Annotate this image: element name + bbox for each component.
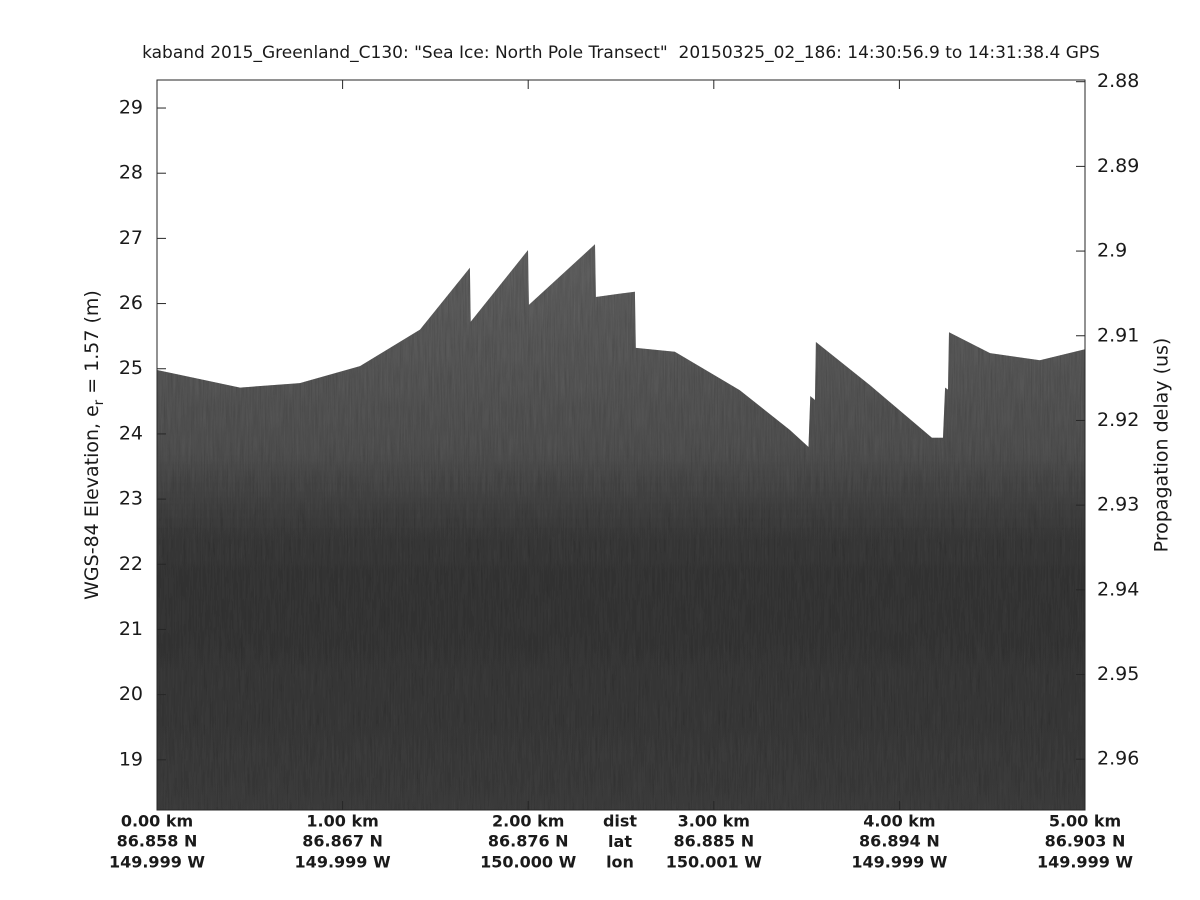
- y2-tick-label: 2.94: [1097, 578, 1139, 600]
- y2-tick-label: 2.93: [1097, 494, 1139, 516]
- y-axis-label: WGS-84 Elevation, er = 1.57 (m): [81, 290, 107, 600]
- lon-label: 149.999 W: [109, 853, 205, 872]
- y-tick-label: 26: [119, 292, 143, 314]
- lat-label: 86.885 N: [673, 832, 754, 851]
- y2-tick-label: 2.9: [1097, 240, 1127, 262]
- y2-axis-label: Propagation delay (us): [1151, 338, 1173, 553]
- chart-title: kaband 2015_Greenland_C130: "Sea Ice: No…: [142, 43, 1100, 63]
- y-tick-label: 22: [119, 553, 143, 575]
- y2-tick-label: 2.88: [1097, 70, 1139, 92]
- echogram-tint: [157, 244, 1085, 811]
- plot-frame: [156, 79, 1086, 811]
- y-label-suffix: = 1.57 (m): [81, 290, 103, 400]
- lat-label: 86.876 N: [488, 832, 569, 851]
- x-tick-label: 0.00 km: [121, 812, 193, 831]
- lon-label: 150.000 W: [480, 853, 576, 872]
- lat-label: 86.867 N: [302, 832, 383, 851]
- y2-tick-label: 2.96: [1097, 748, 1139, 770]
- lat-label: 86.858 N: [117, 832, 198, 851]
- y2-tick-label: 2.92: [1097, 409, 1139, 431]
- y-label-subscript: r: [92, 399, 107, 405]
- x-tick-label: 2.00 km: [492, 812, 564, 831]
- lat-label: 86.903 N: [1045, 832, 1126, 851]
- lat-label: 86.894 N: [859, 832, 940, 851]
- radar-echogram: [157, 244, 1085, 811]
- y-tick-label: 21: [119, 618, 143, 640]
- lon-label: 149.999 W: [295, 853, 391, 872]
- row-label: lat: [608, 832, 632, 851]
- y-tick-label: 25: [119, 357, 143, 379]
- y-tick-label: 24: [119, 422, 143, 444]
- lon-label: 150.001 W: [666, 853, 762, 872]
- lon-label: 149.999 W: [851, 853, 947, 872]
- y-tick-label: 29: [119, 97, 143, 119]
- y-tick-label: 20: [119, 683, 143, 705]
- row-label: dist: [603, 812, 637, 831]
- x-tick-label: 1.00 km: [306, 812, 378, 831]
- x-tick-label: 5.00 km: [1049, 812, 1121, 831]
- y2-tick-label: 2.91: [1097, 324, 1139, 346]
- row-label: lon: [606, 853, 634, 872]
- x-tick-label: 3.00 km: [678, 812, 750, 831]
- y-tick-label: 28: [119, 162, 143, 184]
- y-tick-label: 19: [119, 748, 143, 770]
- x-tick-label: 4.00 km: [863, 812, 935, 831]
- y-tick-label: 23: [119, 488, 143, 510]
- lon-label: 149.999 W: [1037, 853, 1133, 872]
- y2-tick-label: 2.89: [1097, 155, 1139, 177]
- y-tick-label: 27: [119, 227, 143, 249]
- y-label-main: WGS-84 Elevation, e: [81, 405, 103, 600]
- y2-tick-label: 2.95: [1097, 663, 1139, 685]
